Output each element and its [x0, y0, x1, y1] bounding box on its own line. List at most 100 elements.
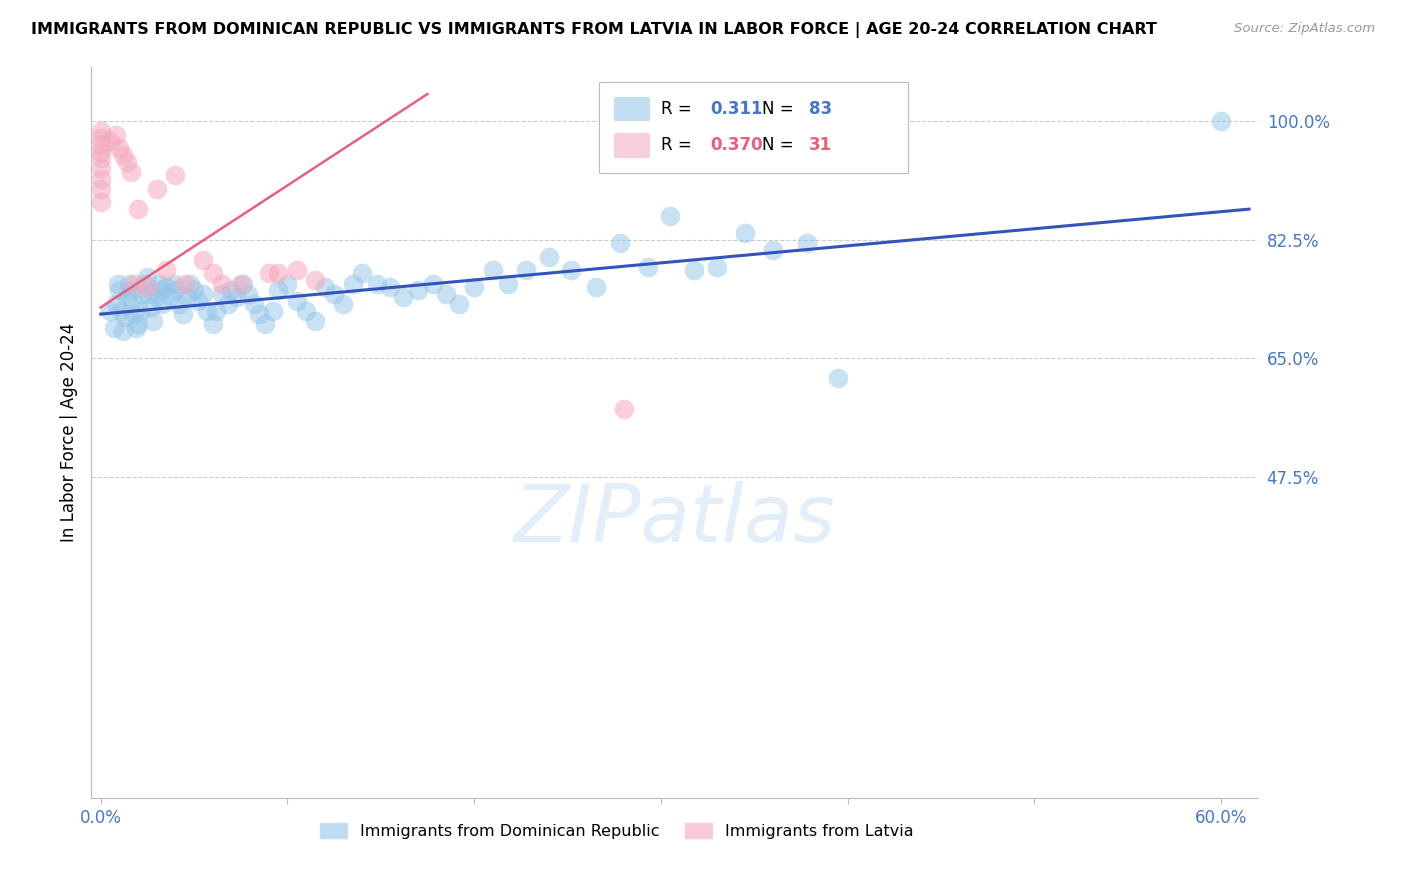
Point: [254, 318, 277, 332]
Point: [463, 280, 485, 294]
Point: [612, 401, 634, 416]
Text: N =: N =: [762, 100, 794, 118]
Text: N =: N =: [762, 136, 794, 154]
Point: [90, 171, 112, 186]
Point: [90, 137, 112, 152]
Point: [205, 303, 228, 318]
Point: [193, 252, 215, 267]
Point: [314, 280, 336, 294]
Point: [201, 267, 224, 281]
Point: [249, 307, 271, 321]
Point: [537, 250, 560, 264]
Point: [201, 318, 224, 332]
Point: [295, 303, 318, 318]
Point: [115, 290, 138, 304]
Point: [90, 182, 112, 196]
Point: [762, 243, 785, 257]
Point: [139, 301, 162, 315]
Y-axis label: In Labor Force | Age 20-24: In Labor Force | Age 20-24: [59, 323, 77, 542]
Point: [129, 303, 152, 318]
Point: [131, 286, 153, 301]
Text: IMMIGRANTS FROM DOMINICAN REPUBLIC VS IMMIGRANTS FROM LATVIA IN LABOR FORCE | AG: IMMIGRANTS FROM DOMINICAN REPUBLIC VS IM…: [31, 22, 1157, 38]
Point: [304, 314, 326, 328]
Point: [585, 280, 607, 294]
Point: [406, 284, 429, 298]
Point: [155, 280, 177, 294]
Point: [124, 307, 146, 321]
Point: [378, 280, 401, 294]
Point: [112, 148, 135, 162]
Point: [149, 284, 172, 298]
Point: [392, 290, 415, 304]
Point: [342, 277, 364, 291]
Point: [496, 277, 519, 291]
Point: [243, 297, 266, 311]
Point: [150, 297, 173, 311]
Point: [138, 286, 160, 301]
Point: [211, 277, 233, 291]
Point: [98, 303, 121, 318]
Point: [285, 263, 308, 277]
Point: [276, 277, 298, 291]
Point: [136, 269, 159, 284]
Point: [112, 324, 135, 338]
Point: [183, 284, 205, 298]
Point: [127, 318, 149, 332]
Point: [827, 371, 849, 385]
Point: [172, 307, 194, 321]
Point: [257, 267, 280, 281]
Point: [734, 226, 756, 240]
Point: [124, 277, 146, 291]
Point: [148, 277, 170, 291]
Point: [193, 286, 215, 301]
Point: [162, 277, 184, 291]
Point: [683, 263, 706, 277]
Point: [706, 260, 728, 274]
Point: [90, 131, 112, 145]
Point: [108, 284, 131, 298]
Point: [90, 152, 112, 166]
Point: [159, 290, 181, 304]
Point: [120, 284, 142, 298]
Point: [332, 297, 354, 311]
Point: [104, 297, 127, 311]
Point: [165, 284, 187, 298]
Point: [226, 290, 249, 304]
Point: [173, 277, 195, 291]
Point: [262, 303, 284, 318]
Point: [195, 303, 218, 318]
Point: [107, 277, 129, 291]
Text: 0.370: 0.370: [710, 136, 762, 154]
Point: [176, 290, 198, 304]
Point: [132, 277, 155, 291]
Text: 0.311: 0.311: [710, 100, 762, 118]
Point: [1209, 114, 1232, 128]
Text: R =: R =: [661, 100, 692, 118]
Legend: Immigrants from Dominican Republic, Immigrants from Latvia: Immigrants from Dominican Republic, Immi…: [312, 816, 921, 846]
Point: [90, 161, 112, 176]
Point: [267, 267, 290, 281]
Point: [145, 182, 167, 196]
Point: [145, 290, 167, 304]
Point: [110, 303, 132, 318]
Point: [90, 145, 112, 159]
Point: [103, 320, 125, 334]
Text: 83: 83: [808, 100, 832, 118]
Point: [637, 260, 659, 274]
Point: [515, 263, 537, 277]
Point: [167, 297, 190, 311]
Point: [155, 263, 177, 277]
Point: [115, 154, 138, 169]
Point: [90, 195, 112, 210]
Point: [366, 277, 388, 291]
Point: [165, 168, 187, 182]
Point: [179, 277, 201, 291]
Point: [120, 165, 142, 179]
Text: ZIPatlas: ZIPatlas: [513, 482, 837, 559]
Point: [232, 277, 254, 291]
Point: [118, 277, 141, 291]
Point: [238, 286, 260, 301]
Point: [422, 277, 444, 291]
Point: [211, 286, 233, 301]
Point: [125, 320, 148, 334]
